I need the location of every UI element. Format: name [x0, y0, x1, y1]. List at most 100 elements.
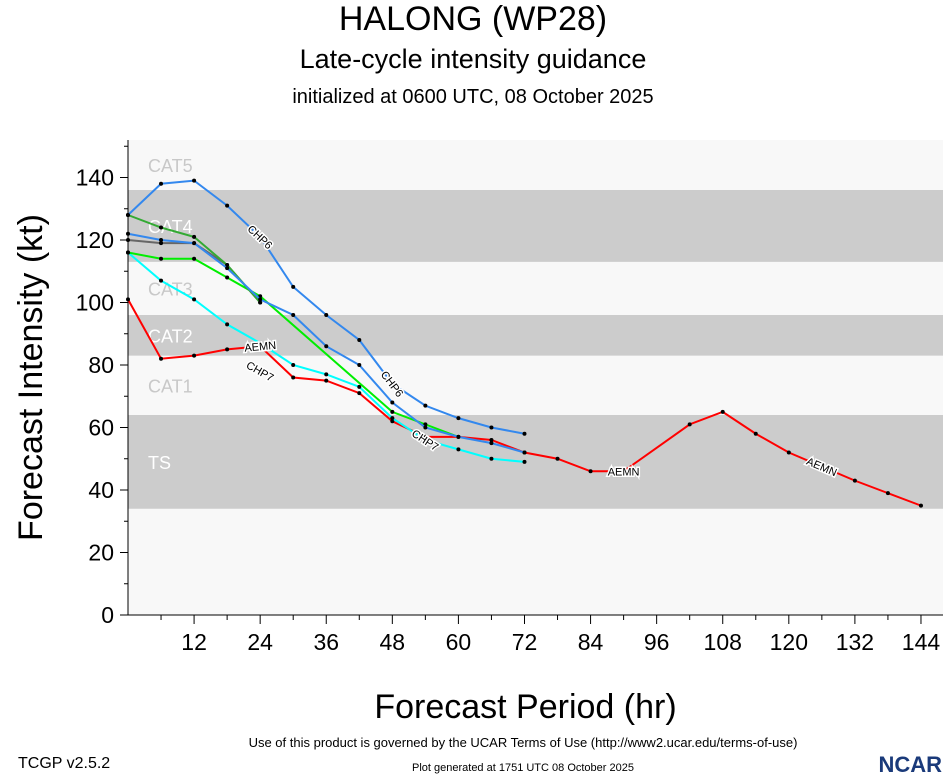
data-point: [456, 447, 461, 452]
data-point: [291, 313, 296, 317]
data-point: [456, 434, 461, 439]
data-point: [192, 178, 197, 183]
data-point: [126, 231, 130, 236]
data-point: [225, 203, 230, 208]
data-point: [126, 213, 130, 217]
data-point: [357, 384, 362, 389]
data-point: [192, 297, 197, 302]
data-point: [258, 300, 263, 305]
data-point: [423, 422, 428, 427]
band-label-cat4: CAT4: [148, 217, 193, 237]
data-point: [456, 416, 461, 421]
y-axis-label: Forecast Intensity (kt): [12, 214, 50, 541]
data-point: [522, 431, 527, 436]
data-point: [357, 338, 362, 342]
x-tick-label: 108: [704, 629, 742, 655]
series-label: AEMN: [608, 466, 640, 478]
data-point: [126, 297, 130, 302]
y-tick-label: 120: [76, 227, 114, 253]
data-point: [786, 450, 791, 455]
data-point: [324, 378, 329, 383]
band-label-cat3: CAT3: [148, 279, 193, 299]
y-tick-label: 80: [88, 352, 114, 378]
data-point: [357, 363, 362, 367]
data-point: [621, 469, 626, 474]
data-point: [159, 181, 164, 186]
band-label-cat5: CAT5: [148, 156, 193, 176]
data-point: [390, 381, 395, 386]
x-tick-label: 120: [770, 629, 808, 655]
data-point: [423, 425, 428, 430]
data-point: [489, 438, 494, 442]
data-point: [588, 469, 593, 474]
data-point: [918, 503, 923, 508]
data-point: [159, 278, 164, 283]
data-point: [192, 234, 197, 239]
x-tick-label: 144: [902, 629, 941, 655]
series-label: AEMN: [244, 340, 277, 355]
data-point: [225, 266, 230, 271]
data-point: [192, 256, 197, 261]
band-ts: [128, 415, 943, 509]
generated-text: Plot generated at 1751 UTC 08 October 20…: [412, 762, 634, 774]
data-point: [159, 241, 164, 246]
data-point: [258, 234, 263, 239]
y-tick-label: 60: [88, 415, 114, 441]
data-point: [225, 263, 230, 267]
data-point: [291, 284, 296, 289]
data-point: [390, 416, 395, 421]
data-point: [489, 425, 494, 430]
y-tick-label: 20: [88, 540, 114, 566]
band-label-ts: TS: [148, 453, 171, 473]
data-point: [720, 409, 725, 414]
data-point: [555, 456, 560, 461]
data-point: [291, 375, 296, 380]
data-point: [753, 431, 758, 436]
data-point: [258, 341, 263, 346]
data-point: [192, 353, 197, 358]
x-tick-label: 48: [380, 629, 406, 655]
x-tick-label: 60: [446, 629, 472, 655]
y-tick-label: 100: [76, 290, 114, 316]
x-tick-label: 24: [247, 629, 273, 655]
x-tick-label: 132: [836, 629, 874, 655]
data-point: [225, 347, 230, 352]
x-tick-label: 84: [578, 629, 604, 655]
data-point: [291, 363, 296, 367]
x-tick-label: 12: [181, 629, 207, 655]
data-point: [225, 322, 230, 327]
data-point: [687, 422, 692, 427]
data-point: [159, 256, 164, 261]
x-axis-label: Forecast Period (hr): [374, 688, 676, 726]
chart-title: HALONG (WP28): [338, 0, 608, 38]
data-point: [258, 344, 263, 349]
band-label-cat2: CAT2: [148, 326, 193, 346]
version-label: TCGP v2.5.2: [18, 755, 111, 772]
data-point: [852, 478, 857, 483]
band-label-cat1: CAT1: [148, 376, 193, 396]
data-point: [159, 225, 164, 230]
data-point: [324, 344, 329, 349]
data-point: [324, 313, 329, 317]
data-point: [423, 403, 428, 408]
data-point: [489, 456, 494, 461]
x-tick-label: 72: [512, 629, 538, 655]
band-cat4: [128, 190, 943, 262]
data-point: [258, 297, 263, 302]
data-point: [192, 241, 197, 246]
chart-subtitle: Late-cycle intensity guidance: [299, 44, 647, 74]
data-point: [390, 400, 395, 405]
init-time: initialized at 0600 UTC, 08 October 2025: [292, 86, 654, 108]
x-tick-label: 96: [644, 629, 670, 655]
terms-text: Use of this product is governed by the U…: [248, 735, 798, 750]
data-point: [423, 434, 428, 439]
data-point: [489, 441, 494, 446]
ncar-logo: NCAR: [878, 752, 942, 777]
data-point: [390, 409, 395, 414]
y-tick-label: 140: [76, 165, 114, 191]
y-tick-label: 0: [101, 602, 114, 628]
data-point: [159, 238, 164, 242]
data-point: [522, 459, 527, 464]
